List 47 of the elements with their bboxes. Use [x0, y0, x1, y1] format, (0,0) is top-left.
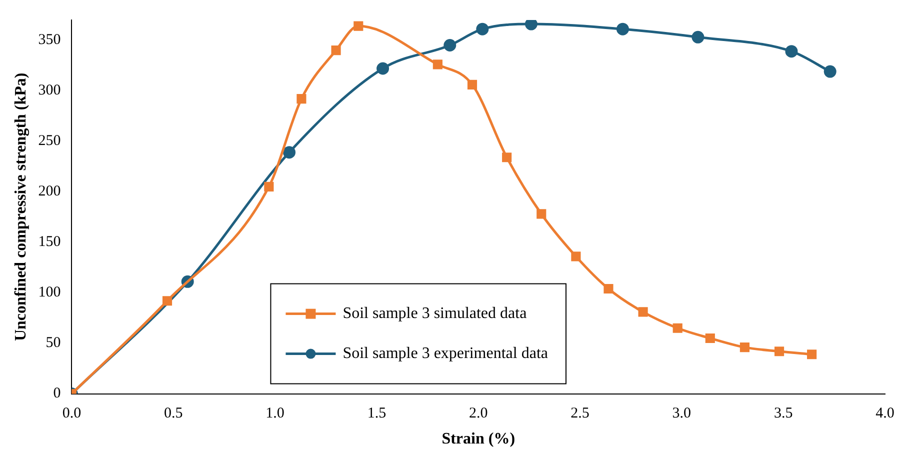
point — [604, 284, 614, 294]
x-tick-label: 2.5 — [570, 406, 590, 422]
x-tick-label: 0.5 — [164, 406, 183, 422]
y-tick-label: 100 — [38, 284, 61, 301]
x-tick-label: 3.5 — [774, 406, 793, 422]
point — [571, 252, 581, 262]
point — [536, 209, 546, 219]
point — [638, 307, 648, 317]
legend-label: Soil sample 3 experimental data — [342, 345, 548, 362]
x-tick-label: 0.0 — [62, 406, 82, 422]
point — [740, 342, 750, 352]
point — [432, 60, 442, 70]
point — [296, 94, 306, 104]
point — [672, 323, 682, 333]
y-tick-label: 150 — [38, 234, 61, 250]
y-tick-label: 350 — [38, 32, 61, 48]
y-tick-label: 250 — [38, 133, 61, 150]
point — [354, 21, 364, 31]
y-tick-label: 300 — [38, 82, 61, 99]
x-tick-label: 2.0 — [468, 406, 488, 422]
point — [162, 296, 172, 306]
point — [476, 22, 489, 36]
legend-label: Soil sample 3 simulated data — [342, 305, 527, 322]
x-tick-label: 3.0 — [672, 406, 692, 422]
point — [444, 39, 456, 52]
point — [692, 30, 704, 44]
point — [705, 333, 715, 344]
point — [774, 346, 784, 356]
point — [785, 45, 798, 58]
point — [376, 62, 390, 75]
y-axis-title: Unconfined compressive strength (kPa) — [12, 72, 30, 342]
point — [502, 152, 512, 162]
point — [824, 65, 836, 78]
y-tick-label: 50 — [46, 335, 61, 352]
point — [616, 22, 629, 36]
y-tick-label: 0 — [53, 386, 61, 402]
point — [524, 20, 538, 30]
point — [283, 146, 296, 159]
x-tick-label: 1.5 — [367, 406, 386, 422]
point — [264, 182, 274, 192]
y-tick-label: 200 — [38, 184, 61, 200]
point — [331, 46, 341, 56]
point — [807, 350, 817, 360]
point — [467, 80, 478, 90]
x-tick-label: 4.0 — [876, 406, 894, 422]
x-axis-title: Strain (%) — [442, 430, 516, 448]
x-tick-label: 1.0 — [266, 406, 284, 422]
